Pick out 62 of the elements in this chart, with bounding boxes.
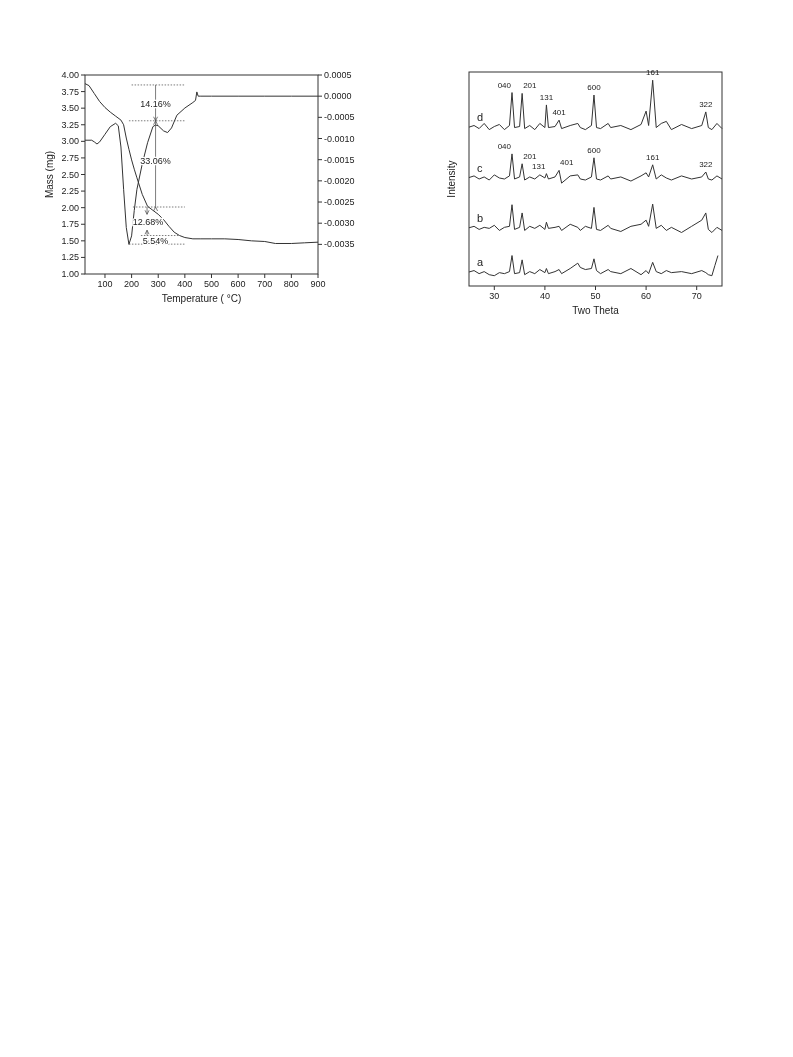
y2-tick-label: -0.0020 xyxy=(324,175,355,186)
x-tick-label: 70 xyxy=(691,291,702,301)
y-tick-label: 3.00 xyxy=(61,136,79,147)
y2-tick-label: -0.0005 xyxy=(324,112,355,123)
x-tick-label: 700 xyxy=(257,279,273,289)
annotation: 161 xyxy=(646,152,660,162)
y2-tick-label: 0.0005 xyxy=(324,70,352,80)
annotation: 040 xyxy=(497,80,512,90)
annotation: 600 xyxy=(587,145,602,155)
annotation: 131 xyxy=(532,161,546,171)
annotation: 040 xyxy=(497,141,512,151)
y2-tick-label: -0.0030 xyxy=(324,218,355,229)
y2-tick-label: 0.0000 xyxy=(324,91,352,102)
x-tick-label: 50 xyxy=(590,291,601,301)
annotation: 600 xyxy=(587,83,602,93)
y-tick-label: 3.75 xyxy=(61,86,79,97)
x-axis-title: Temperature ( °C) xyxy=(161,293,242,304)
annotation: 12.68% xyxy=(132,217,164,228)
x-tick-label: 600 xyxy=(230,279,246,289)
x-tick-label: 200 xyxy=(124,279,140,289)
y-tick-label: 2.75 xyxy=(61,152,79,163)
annotation: 201 xyxy=(523,81,538,91)
y-tick-label: 1.50 xyxy=(61,235,79,246)
annotation: 161 xyxy=(646,68,660,78)
y-axis-title: Intensity xyxy=(446,160,457,198)
y-tick-label: 1.75 xyxy=(61,219,79,230)
annotation: 322 xyxy=(699,160,714,169)
y-tick-label: 2.25 xyxy=(61,186,79,197)
series-label: d xyxy=(477,111,484,124)
x-axis-title: Two Theta xyxy=(572,305,620,316)
y2-tick-label: -0.0010 xyxy=(324,133,355,144)
annotation: 131 xyxy=(539,92,554,102)
x-tick-label: 30 xyxy=(489,291,500,301)
annotation: 201 xyxy=(523,151,538,161)
series-label: c xyxy=(477,161,483,174)
y2-tick-label: -0.0015 xyxy=(324,154,355,165)
x-tick-label: 300 xyxy=(150,279,166,289)
y-tick-label: 4.00 xyxy=(61,70,79,80)
annotation: 401 xyxy=(552,108,567,118)
x-tick-label: 500 xyxy=(203,279,219,289)
x-tick-label: 100 xyxy=(97,279,113,289)
y-tick-label: 1.25 xyxy=(61,252,79,263)
annotation: 5.54% xyxy=(142,235,169,246)
y-axis-title: Mass (mg) xyxy=(44,150,55,199)
series-label: a xyxy=(477,256,484,269)
annotation: 33.06% xyxy=(140,156,171,167)
y-tick-label: 2.50 xyxy=(61,169,79,180)
y-tick-label: 2.00 xyxy=(61,202,79,213)
x-tick-label: 60 xyxy=(641,291,652,301)
x-tick-label: 40 xyxy=(539,291,550,301)
y-tick-label: 1.00 xyxy=(61,269,79,279)
x-tick-label: 800 xyxy=(283,279,299,289)
y-tick-label: 3.25 xyxy=(61,119,79,130)
annotation: 401 xyxy=(560,158,574,168)
annotation: 14.16% xyxy=(140,99,171,110)
x-tick-label: 900 xyxy=(310,279,326,289)
y-tick-label: 3.50 xyxy=(61,103,79,114)
x-tick-label: 400 xyxy=(177,279,193,289)
y2-tick-label: -0.0025 xyxy=(324,197,355,208)
y2-tick-label: -0.0035 xyxy=(324,239,355,250)
series-label: b xyxy=(477,211,484,224)
annotation: 322 xyxy=(699,99,714,109)
